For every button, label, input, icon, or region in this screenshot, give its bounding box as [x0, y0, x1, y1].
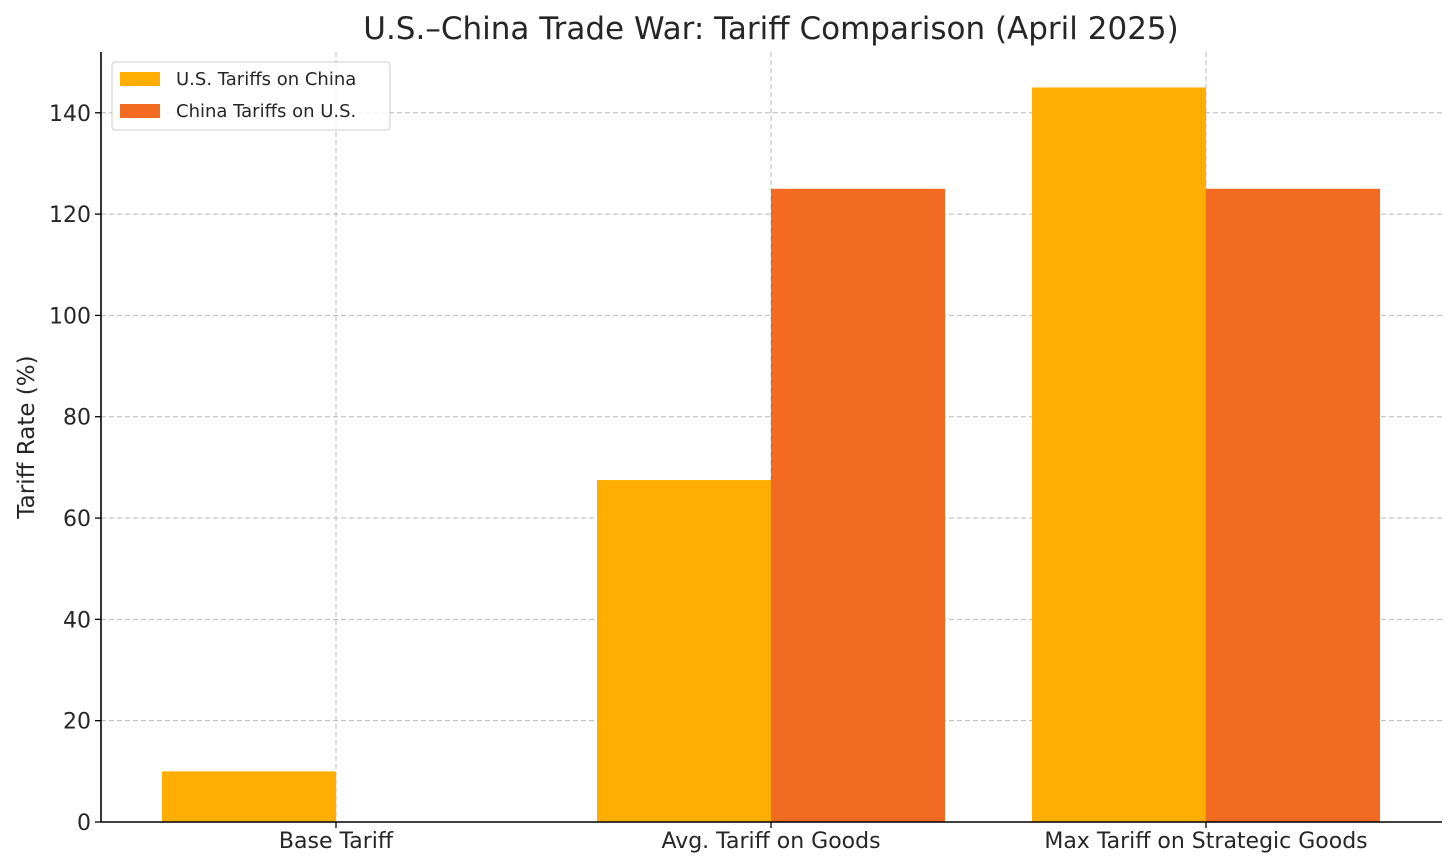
legend: U.S. Tariffs on China China Tariffs on U.…: [111, 61, 391, 131]
y-tick-label: 120: [49, 203, 91, 228]
bars: [162, 87, 1380, 823]
legend-swatch-1: [120, 72, 160, 86]
y-tick-label: 40: [63, 608, 91, 633]
y-tick-label: 140: [49, 102, 91, 127]
y-tick-label: 80: [63, 406, 91, 431]
y-ticks: 0 20 40 60 80 100 120 140: [49, 102, 101, 836]
bar-series-1-3: [1032, 87, 1206, 823]
y-axis-label: Tariff Rate (%): [14, 355, 40, 519]
x-ticks: Base Tariff Avg. Tariff on Goods Max Tarif…: [279, 822, 1368, 854]
legend-label-2: China Tariffs on U.S.: [176, 101, 356, 122]
bar-series-2-2: [771, 188, 945, 823]
x-tick-label: Avg. Tariff on Goods: [661, 829, 880, 854]
legend-swatch-2: [120, 104, 160, 118]
bar-series-1-1: [162, 771, 336, 822]
legend-box: [111, 61, 391, 131]
legend-label-1: U.S. Tariffs on China: [176, 69, 356, 90]
y-tick-label: 20: [63, 710, 91, 735]
x-tick-label: Base Tariff: [279, 829, 394, 854]
bar-series-1-2: [597, 480, 771, 822]
y-tick-label: 0: [77, 811, 91, 836]
bar-series-2-3: [1206, 188, 1380, 823]
legend-items: U.S. Tariffs on China China Tariffs on U.…: [120, 69, 356, 122]
x-tick-label: Max Tariff on Strategic Goods: [1044, 829, 1367, 854]
y-tick-label: 100: [49, 304, 91, 329]
chart-title: U.S.–China Trade War: Tariff Comparison …: [363, 11, 1179, 47]
y-tick-label: 60: [63, 507, 91, 532]
